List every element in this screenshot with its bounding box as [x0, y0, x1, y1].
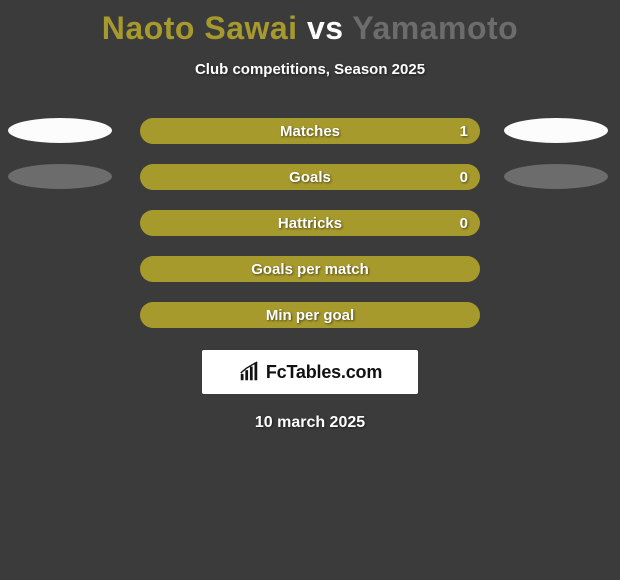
stat-label: Goals per match — [251, 261, 369, 278]
right-ellipse — [504, 164, 608, 189]
stat-label: Goals — [289, 169, 331, 186]
stat-label: Matches — [280, 123, 340, 140]
chart-icon — [238, 361, 260, 383]
stat-row: Min per goal — [0, 302, 620, 328]
vs-separator: vs — [298, 10, 353, 46]
stat-label: Hattricks — [278, 215, 342, 232]
stat-row: Matches 1 — [0, 118, 620, 144]
stat-bar: Goals 0 — [140, 164, 480, 190]
stat-value: 0 — [460, 169, 468, 186]
page-title: Naoto Sawai vs Yamamoto — [0, 0, 620, 47]
stat-row: Hattricks 0 — [0, 210, 620, 236]
stat-bar: Min per goal — [140, 302, 480, 328]
logo-box: FcTables.com — [202, 350, 418, 394]
stat-value: 1 — [460, 123, 468, 140]
stats-bars: Matches 1 Goals 0 Hattricks 0 Goals per match M… — [0, 118, 620, 328]
date-text: 10 march 2025 — [0, 414, 620, 432]
stat-value: 0 — [460, 215, 468, 232]
player2-name: Yamamoto — [352, 10, 518, 46]
stat-row: Goals per match — [0, 256, 620, 282]
stat-bar: Goals per match — [140, 256, 480, 282]
logo-text: FcTables.com — [266, 362, 382, 383]
left-ellipse — [8, 164, 112, 189]
stat-row: Goals 0 — [0, 164, 620, 190]
player1-name: Naoto Sawai — [102, 10, 298, 46]
subtitle: Club competitions, Season 2025 — [0, 61, 620, 78]
left-ellipse — [8, 118, 112, 143]
right-ellipse — [504, 118, 608, 143]
stat-label: Min per goal — [266, 307, 354, 324]
stat-bar: Hattricks 0 — [140, 210, 480, 236]
stat-bar: Matches 1 — [140, 118, 480, 144]
